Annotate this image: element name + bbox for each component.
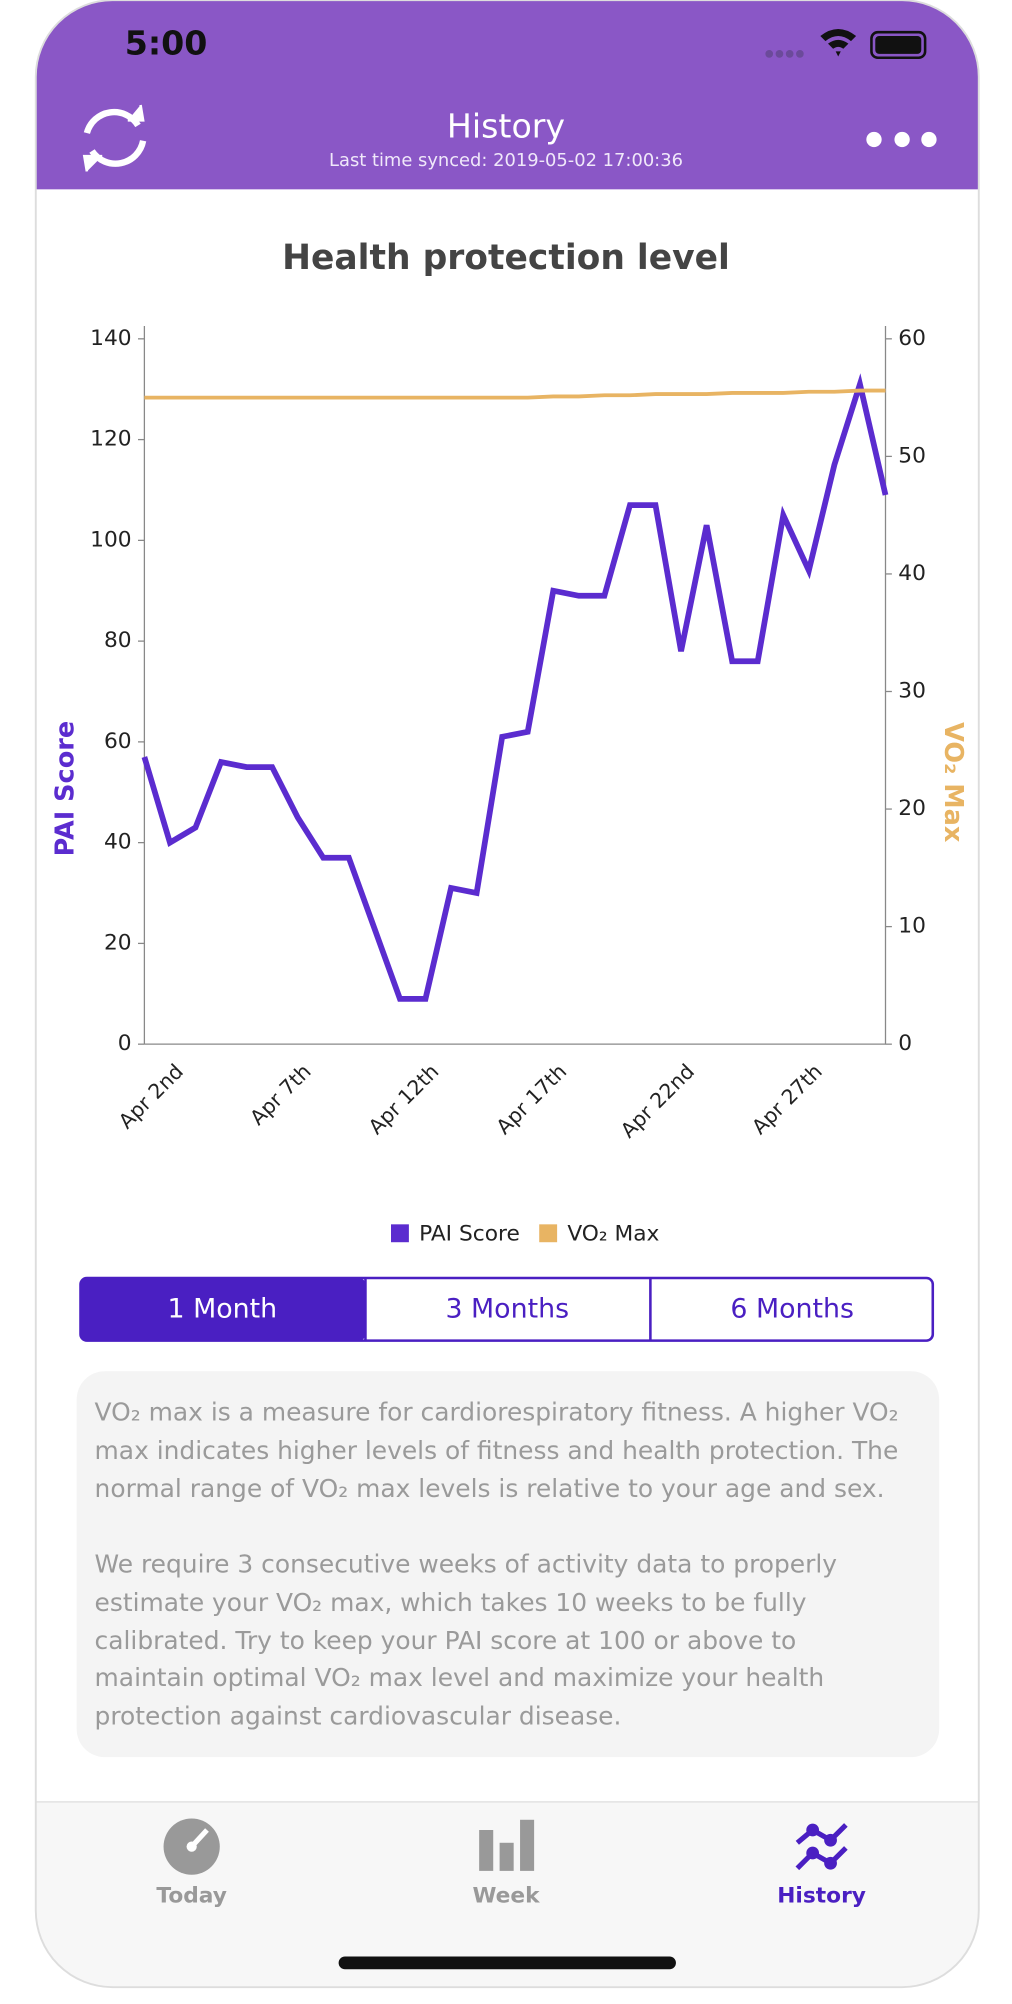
y2-tick-label: 30: [898, 678, 926, 703]
info-text: normal range of VO₂ max levels is relati…: [95, 1474, 885, 1503]
tab-label[interactable]: History: [777, 1883, 866, 1908]
segment-button[interactable]: 6 Months: [730, 1293, 854, 1324]
sync-button[interactable]: [82, 104, 147, 172]
y-tick-label: 60: [104, 729, 132, 754]
info-text: VO₂ max is a measure for cardiorespirato…: [95, 1397, 899, 1426]
header-bar: [35, 0, 979, 190]
info-text: protection against cardiovascular diseas…: [95, 1702, 622, 1731]
segment-button[interactable]: 1 Month: [167, 1293, 277, 1324]
y-tick-label: 100: [90, 527, 131, 552]
legend-swatch: [539, 1224, 558, 1243]
info-text: maintain optimal VO₂ max level and maxim…: [95, 1663, 825, 1692]
segment-button[interactable]: 3 Months: [445, 1293, 569, 1324]
tab-label[interactable]: Week: [472, 1883, 540, 1908]
header-subtitle: Last time synced: 2019-05-02 17:00:36: [329, 150, 683, 171]
y-tick-label: 40: [104, 830, 132, 855]
data-line: [141, 373, 889, 1002]
segment-selected: [80, 1278, 366, 1341]
legend-label: VO₂ Max: [567, 1222, 659, 1247]
more-button[interactable]: [866, 131, 937, 148]
y-tick-label: 80: [104, 628, 132, 653]
status-icons: [765, 28, 927, 59]
data-line: [144, 388, 886, 400]
chart-title: Health protection level: [282, 238, 730, 278]
phone-frame: [34, 0, 980, 1989]
y2-tick-label: 20: [898, 796, 926, 821]
y2-tick-label: 10: [898, 914, 926, 939]
y2-tick-label: 50: [898, 443, 926, 468]
info-text: max indicates higher levels of fitness a…: [95, 1436, 899, 1465]
y-axis-label: PAI Score: [50, 721, 80, 857]
tab-icon-week: [479, 1819, 535, 1871]
home-indicator: [338, 1956, 676, 1970]
info-text: calibrated. Try to keep your PAI score a…: [95, 1626, 797, 1655]
tab-icon-today: [163, 1818, 220, 1875]
legend-label: PAI Score: [419, 1222, 520, 1247]
status-time: 5:00: [125, 23, 208, 62]
header-title: History: [447, 107, 565, 146]
y-tick-label: 140: [90, 326, 131, 351]
tab-label[interactable]: Today: [156, 1883, 227, 1908]
y-tick-label: 120: [90, 427, 131, 452]
y2-tick-label: 0: [898, 1031, 912, 1056]
y-tick-label: 0: [118, 1031, 132, 1056]
info-card: [76, 1371, 940, 1758]
info-text: estimate your VO₂ max, which takes 10 we…: [95, 1588, 807, 1617]
y2-tick-label: 60: [898, 326, 926, 351]
y2-axis-label: VO₂ Max: [938, 722, 968, 843]
info-text: We require 3 consecutive weeks of activi…: [95, 1550, 837, 1579]
legend-swatch: [391, 1224, 409, 1243]
y-tick-label: 20: [104, 930, 132, 955]
y2-tick-label: 40: [898, 561, 926, 586]
tab-icon-history: [795, 1823, 848, 1871]
